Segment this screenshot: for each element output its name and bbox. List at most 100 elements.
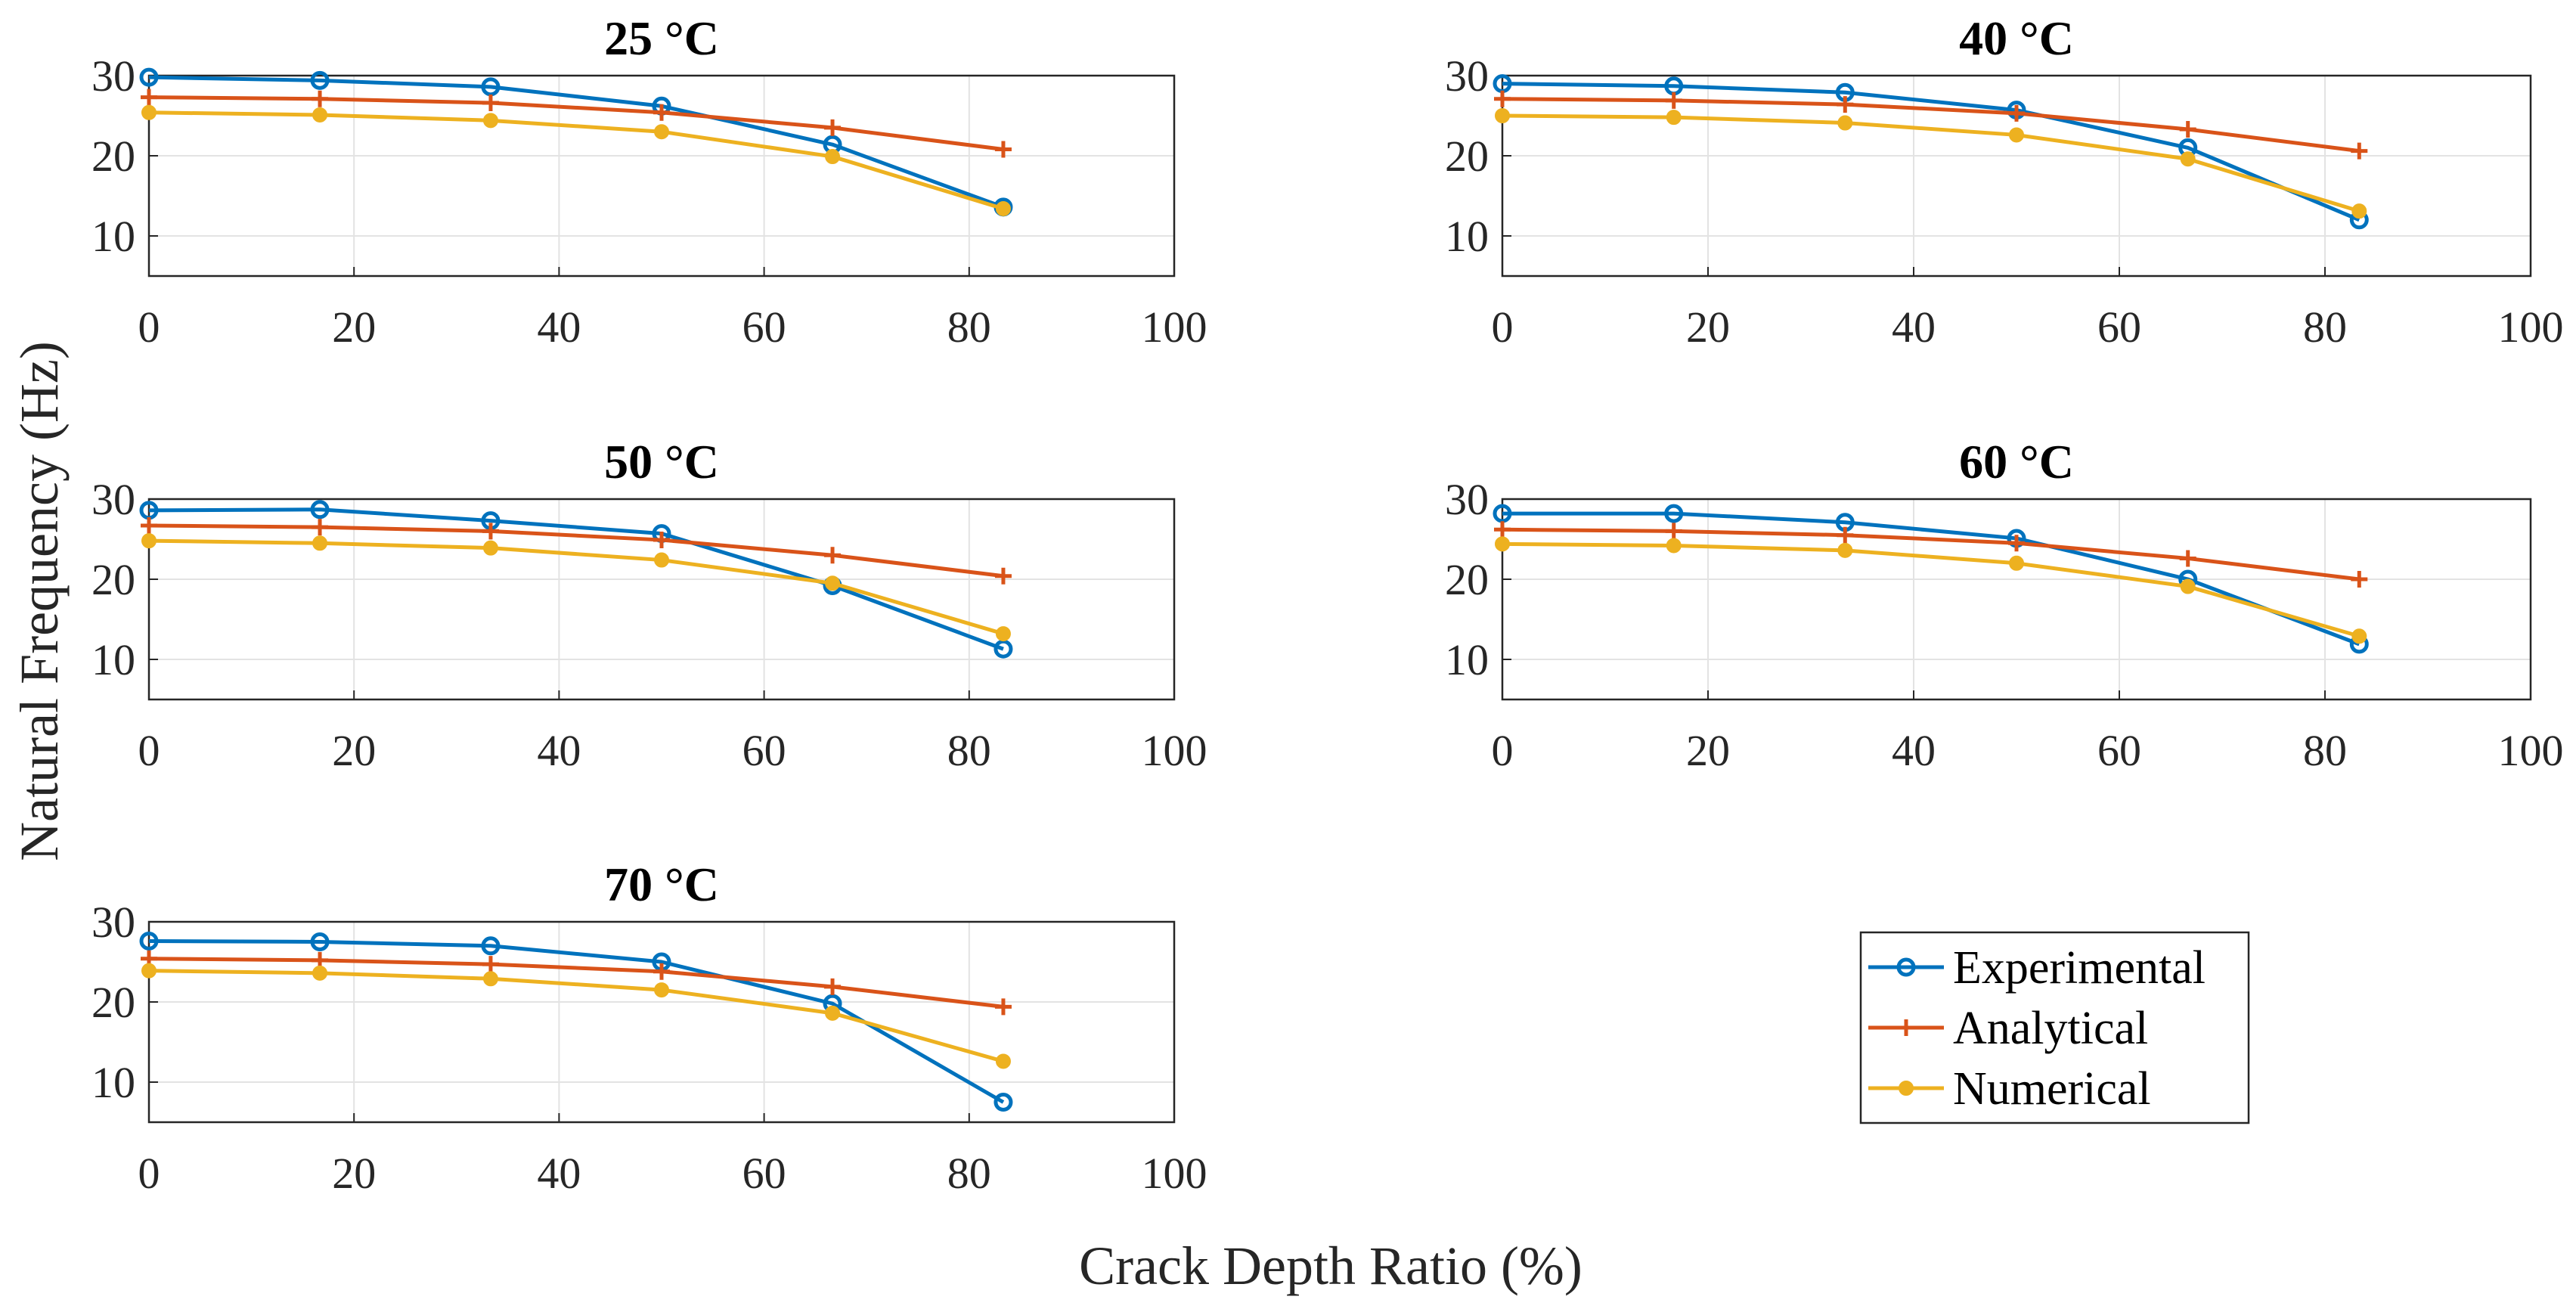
data-point-experimental [481,936,501,956]
x-tick-label: 60 [2097,302,2141,352]
x-tick-label: 40 [1892,726,1936,775]
x-tick-label: 0 [1492,726,1514,775]
x-tick-label: 60 [742,302,786,352]
data-point-analytical [1494,521,1511,538]
y-tick-label: 20 [91,132,135,181]
subplot-title: 70 °C [604,858,719,911]
legend-item-analytical: Analytical [1868,1003,2148,1054]
data-point-analytical [312,90,329,107]
data-point-analytical [2008,535,2025,552]
x-tick-label: 80 [947,726,991,775]
series-line-numerical [1502,113,2361,213]
x-tick-label: 100 [1142,726,1207,775]
data-point-numerical [1666,538,1682,554]
x-tick-label: 60 [742,726,786,775]
axes-box [1501,498,2532,701]
series-line-numerical [148,538,1004,636]
axes-box [147,74,1176,278]
series-analytical [141,516,1012,585]
data-point-numerical [482,971,498,987]
series-line-experimental [1502,511,2361,647]
x-tick-label: 40 [537,302,581,352]
data-point-numerical [825,149,841,165]
subplot-title: 50 °C [604,435,719,489]
x-tick-label: 20 [332,1149,376,1198]
x-tick-label: 80 [2303,302,2347,352]
series-analytical [1494,521,2368,588]
y-tick-label: 20 [1445,132,1489,181]
y-tick-label: 20 [1445,555,1489,604]
x-tick-label: 0 [138,726,160,775]
x-tick-label: 20 [332,726,376,775]
data-point-analytical [994,998,1012,1016]
series-line-analytical [148,523,1004,578]
data-point-numerical [1495,536,1510,552]
legend-item-numerical: Numerical [1868,1063,2151,1115]
series-analytical [141,950,1012,1016]
y-tick-label: 20 [91,978,135,1027]
data-point-numerical [312,535,328,551]
data-point-analytical [2351,571,2368,588]
data-point-analytical [1665,91,1682,109]
series-numerical [141,533,1011,642]
data-point-analytical [482,956,499,973]
data-point-numerical [2180,578,2196,594]
data-point-numerical [141,963,157,979]
x-tick-label: 60 [742,1149,786,1198]
legend-marker-numerical [1899,1081,1914,1096]
data-point-numerical [2009,127,2024,143]
series-line-numerical [1502,541,2360,638]
data-point-experimental [139,67,159,87]
y-tick-label: 10 [91,635,135,684]
data-point-numerical [141,104,157,120]
x-tick-label: 100 [2498,726,2564,775]
plot-area [149,922,1174,1122]
series-numerical [1495,108,2367,219]
series-numerical [141,104,1011,216]
data-point-numerical [995,1053,1011,1069]
x-tick-label: 0 [138,1149,160,1198]
legend-item-experimental: Experimental [1868,942,2206,994]
data-point-numerical [654,982,669,998]
y-tick-label: 10 [91,1058,135,1107]
x-tick-label: 100 [1142,302,1207,352]
data-point-analytical [2008,104,2025,122]
subplot-2: 0 20 40 60 80 100 10 20 30 40 °C [1445,11,2564,352]
axes-box [1501,74,2532,278]
data-point-numerical [825,1005,841,1021]
data-point-numerical [1666,110,1682,126]
data-point-experimental [994,1093,1013,1112]
data-point-experimental [310,500,330,520]
data-point-numerical [312,107,328,123]
data-point-analytical [824,119,842,136]
data-point-experimental [1493,504,1512,523]
data-point-analytical [824,978,842,995]
legend-label-experimental: Experimental [1953,942,2206,994]
series-experimental [1493,74,2369,230]
x-tick-label: 80 [947,1149,991,1198]
data-point-experimental [139,931,159,951]
series-line-numerical [148,110,1004,211]
data-point-analytical [994,567,1012,585]
data-point-analytical [312,519,329,536]
x-tick-label: 60 [2097,726,2141,775]
legend-label-analytical: Analytical [1953,1003,2148,1054]
x-tick-label: 40 [1892,302,1936,352]
series-line-experimental [148,507,1004,651]
y-tick-label: 20 [91,555,135,604]
data-point-numerical [995,200,1011,216]
data-point-analytical [1837,96,1854,113]
series-line-analytical [1502,97,2360,154]
axes-box [147,920,1176,1124]
subplot-4: 0 20 40 60 80 100 10 20 30 60 °C [1445,435,2564,775]
series-line-experimental [1502,82,2361,222]
y-tick-label: 10 [91,212,135,261]
data-point-numerical [1495,108,1510,123]
legend-marker-experimental [1896,957,1916,977]
data-point-analytical [1665,523,1682,540]
x-tick-label: 40 [537,1149,581,1198]
x-axis-label: Crack Depth Ratio (%) [1079,1236,1582,1296]
data-point-numerical [1837,542,1853,558]
data-point-analytical [482,523,499,540]
y-axis-label: Natural Frequency (Hz) [9,341,70,861]
